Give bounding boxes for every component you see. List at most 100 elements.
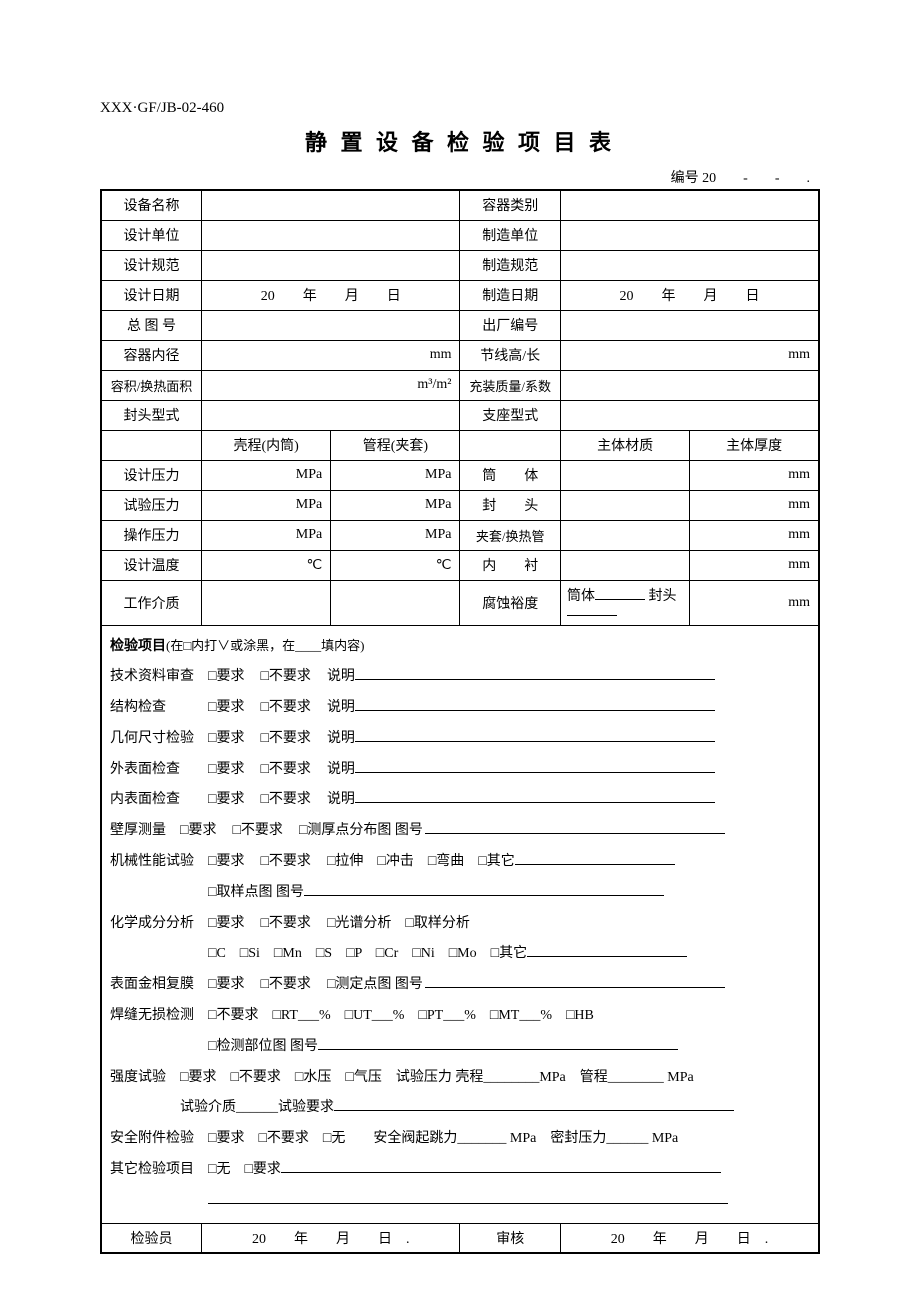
measure-map-field[interactable] xyxy=(425,987,725,988)
chem-other-field[interactable] xyxy=(527,956,687,957)
shell-design-temp[interactable]: ℃ xyxy=(202,550,331,580)
sub-blank xyxy=(101,430,202,460)
desc-field[interactable] xyxy=(355,802,715,803)
checkbox-noreq[interactable]: □不要求 xyxy=(260,970,310,1001)
corrosion-value[interactable]: 筒体 封头 xyxy=(561,580,690,625)
desc-field[interactable] xyxy=(355,741,715,742)
value-height[interactable]: mm xyxy=(561,340,820,370)
other-field1[interactable] xyxy=(281,1172,721,1173)
shell-design-pressure[interactable]: MPa xyxy=(202,460,331,490)
tube-design-pressure[interactable]: MPa xyxy=(331,460,460,490)
strength-opts[interactable]: □要求 □不要求 □水压 □气压 试验压力 壳程________MPa 管程__… xyxy=(180,1070,694,1085)
desc-field[interactable] xyxy=(355,679,715,680)
label-corrosion: 腐蚀裕度 xyxy=(460,580,561,625)
checkbox-req[interactable]: □要求 xyxy=(208,909,244,940)
label-head-type: 封头型式 xyxy=(101,400,202,430)
shell-test-pressure[interactable]: MPa xyxy=(202,490,331,520)
inspection-section: 检验项目(在□内打∨或涂黑，在____填内容) 技术资料审查 □要求 □不要求 … xyxy=(101,625,819,1223)
thickness-head[interactable]: mm xyxy=(690,490,819,520)
main-table: 设备名称 容器类别 设计单位 制造单位 设计规范 制造规范 设计日期 20 年 … xyxy=(100,189,820,1254)
mech-sample-field[interactable] xyxy=(304,895,664,896)
shell-medium[interactable] xyxy=(202,580,331,625)
value-fill[interactable] xyxy=(561,370,820,400)
material-jacket[interactable] xyxy=(561,520,690,550)
tube-op-pressure[interactable]: MPa xyxy=(331,520,460,550)
value-mfg-unit[interactable] xyxy=(561,220,820,250)
thickness-liner[interactable]: mm xyxy=(690,550,819,580)
label-body: 筒 体 xyxy=(460,460,561,490)
tube-design-temp[interactable]: ℃ xyxy=(331,550,460,580)
tube-test-pressure[interactable]: MPa xyxy=(331,490,460,520)
serial-prefix: 编号 20 xyxy=(671,171,717,186)
checkbox-noreq[interactable]: □不要求 xyxy=(260,662,310,693)
chem-opts[interactable]: □光谱分析 □取样分析 xyxy=(327,916,470,931)
checkbox-noreq[interactable]: □不要求 xyxy=(260,909,310,940)
material-liner[interactable] xyxy=(561,550,690,580)
label-design-pressure: 设计压力 xyxy=(101,460,202,490)
value-factory-no[interactable] xyxy=(561,310,820,340)
thickness-body[interactable]: mm xyxy=(690,460,819,490)
checkbox-req[interactable]: □要求 xyxy=(208,693,244,724)
mech-opts[interactable]: □拉伸 □冲击 □弯曲 □其它 xyxy=(327,854,515,869)
material-head[interactable] xyxy=(561,490,690,520)
shell-op-pressure[interactable]: MPa xyxy=(202,520,331,550)
checkbox-noreq[interactable]: □不要求 xyxy=(260,724,310,755)
ndt-opts[interactable]: □不要求 □RT___% □UT___% □PT___% □MT___% □HB xyxy=(208,1008,594,1023)
checkbox-req[interactable]: □要求 xyxy=(208,970,244,1001)
value-mfg-spec[interactable] xyxy=(561,250,820,280)
desc-field[interactable] xyxy=(355,710,715,711)
mech-sample[interactable]: □取样点图 图号 xyxy=(208,885,304,900)
label-volume: 容积/换热面积 xyxy=(101,370,202,400)
checkbox-noreq[interactable]: □不要求 xyxy=(260,693,310,724)
other-opts[interactable]: □无 □要求 xyxy=(208,1162,281,1177)
checkbox-req[interactable]: □要求 xyxy=(208,662,244,693)
value-device-name[interactable] xyxy=(202,190,460,220)
strength-sub[interactable]: 试验介质______试验要求 xyxy=(180,1100,334,1115)
ndt-sub[interactable]: □检测部位图 图号 xyxy=(208,1039,318,1054)
material-body[interactable] xyxy=(561,460,690,490)
checkbox-req[interactable]: □要求 xyxy=(208,724,244,755)
chem-elements[interactable]: □C □Si □Mn □S □P □Cr □Ni □Mo □其它 xyxy=(208,946,527,961)
label-fill: 充装质量/系数 xyxy=(460,370,561,400)
label-height: 节线高/长 xyxy=(460,340,561,370)
value-design-date[interactable]: 20 年 月 日 xyxy=(202,280,460,310)
label-reviewer: 审核 xyxy=(460,1223,561,1253)
tube-medium[interactable] xyxy=(331,580,460,625)
value-drawing-no[interactable] xyxy=(202,310,460,340)
checkbox-noreq[interactable]: □不要求 xyxy=(260,785,310,816)
value-mfg-date[interactable]: 20 年 月 日 xyxy=(561,280,820,310)
checkbox-thickness-map[interactable]: □测厚点分布图 图号 xyxy=(299,816,423,847)
reviewer-date[interactable]: 20 年 月 日 . xyxy=(561,1223,820,1253)
checkbox-req[interactable]: □要求 xyxy=(208,847,244,878)
value-inner-dia[interactable]: mm xyxy=(202,340,460,370)
other-field2[interactable] xyxy=(208,1203,728,1204)
strength-req-field[interactable] xyxy=(334,1110,734,1111)
checkbox-noreq[interactable]: □不要求 xyxy=(232,816,282,847)
safety-opts[interactable]: □要求 □不要求 □无 安全阀起跳力_______ MPa 密封压力______… xyxy=(208,1131,678,1146)
ndt-map-field[interactable] xyxy=(318,1049,678,1050)
mech-other-field[interactable] xyxy=(515,864,675,865)
desc-field[interactable] xyxy=(355,772,715,773)
item-ndt: 焊缝无损检测 xyxy=(110,1008,194,1023)
label-mfg-date: 制造日期 xyxy=(460,280,561,310)
checkbox-req[interactable]: □要求 xyxy=(208,785,244,816)
desc-label: 说明 xyxy=(327,792,355,807)
value-design-unit[interactable] xyxy=(202,220,460,250)
label-design-unit: 设计单位 xyxy=(101,220,202,250)
inspector-date[interactable]: 20 年 月 日 . xyxy=(202,1223,460,1253)
corrosion-unit: mm xyxy=(690,580,819,625)
checkbox-req[interactable]: □要求 xyxy=(180,816,216,847)
value-volume[interactable]: m³/m² xyxy=(202,370,460,400)
value-container-type[interactable] xyxy=(561,190,820,220)
value-support-type[interactable] xyxy=(561,400,820,430)
thickness-map-field[interactable] xyxy=(425,833,725,834)
value-design-spec[interactable] xyxy=(202,250,460,280)
checkbox-measure-map[interactable]: □测定点图 图号 xyxy=(327,970,423,1001)
label-inner-dia: 容器内径 xyxy=(101,340,202,370)
checkbox-noreq[interactable]: □不要求 xyxy=(260,847,310,878)
thickness-jacket[interactable]: mm xyxy=(690,520,819,550)
serial-sep: - xyxy=(743,171,748,186)
checkbox-req[interactable]: □要求 xyxy=(208,755,244,786)
value-head-type[interactable] xyxy=(202,400,460,430)
checkbox-noreq[interactable]: □不要求 xyxy=(260,755,310,786)
